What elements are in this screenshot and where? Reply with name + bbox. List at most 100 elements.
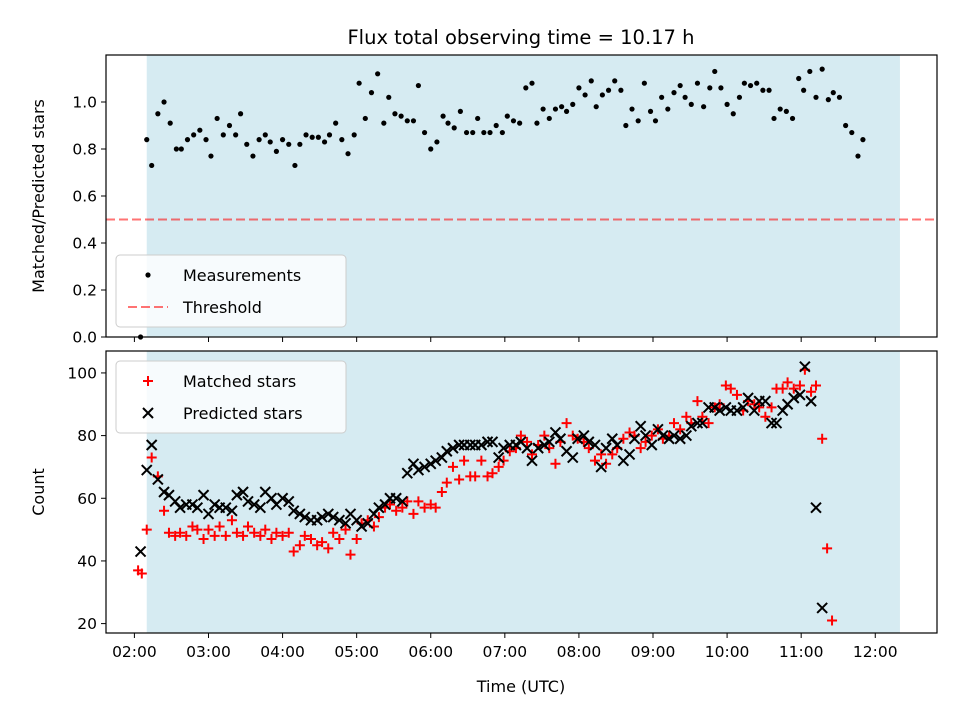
- y-axis-label: Matched/Predicted stars: [29, 99, 48, 293]
- predicted-point: [231, 489, 243, 501]
- predicted-point: [805, 395, 817, 407]
- matched-point: [459, 455, 470, 466]
- measurement-point: [552, 106, 559, 112]
- measurement-point: [144, 137, 150, 143]
- measurement-point: [178, 146, 184, 152]
- matched-point: [561, 418, 572, 429]
- measurement-point: [559, 104, 565, 110]
- predicted-point: [418, 461, 431, 473]
- y-tick-label: 100: [67, 364, 97, 382]
- predicted-point: [595, 461, 607, 473]
- measurement-point: [499, 129, 505, 136]
- predicted-point: [327, 511, 339, 523]
- matched-point: [668, 418, 679, 429]
- measurement-point: [789, 115, 796, 122]
- matched-point: [294, 540, 305, 551]
- matched-point: [271, 527, 282, 538]
- predicted-point: [623, 448, 636, 461]
- measurement-point: [730, 111, 736, 117]
- measurement-point: [830, 90, 836, 96]
- matched-point: [328, 527, 339, 538]
- predicted-point: [390, 492, 402, 504]
- measurement-point: [801, 87, 807, 93]
- measurement-point: [262, 132, 268, 138]
- predicted-point: [742, 392, 754, 404]
- predicted-point: [441, 445, 453, 457]
- predicted-point: [197, 489, 210, 501]
- measurement-point: [381, 120, 387, 126]
- x-tick-label: 12:00: [853, 643, 898, 661]
- measurement-point: [641, 80, 647, 86]
- predicted-point: [373, 501, 385, 514]
- matched-point: [522, 436, 533, 447]
- matched-point: [635, 443, 646, 454]
- matched-point: [806, 386, 817, 397]
- matched-point: [454, 474, 465, 485]
- measurement-point: [244, 141, 250, 147]
- predicted-point: [396, 495, 409, 508]
- legend-dot-marker: [145, 272, 151, 278]
- predicted-point: [412, 464, 425, 476]
- measurement-point: [368, 90, 375, 96]
- measurement-point: [612, 78, 618, 84]
- legend-label: Measurements: [183, 266, 301, 285]
- matched-point: [203, 524, 214, 535]
- predicted-point: [276, 492, 289, 504]
- matched-point: [827, 615, 838, 626]
- measurement-point: [315, 134, 321, 140]
- predicted-point: [521, 442, 533, 454]
- y-tick-label: 0.2: [72, 282, 97, 300]
- measurement-point: [226, 122, 233, 129]
- measurement-point: [214, 115, 220, 122]
- matched-point: [607, 449, 618, 460]
- x-tick-label: 02:00: [112, 643, 157, 661]
- matched-point: [441, 477, 452, 488]
- matched-point: [345, 549, 356, 560]
- matched-point: [766, 402, 777, 413]
- measurement-point: [652, 118, 659, 124]
- measurement-point: [267, 139, 273, 145]
- matched-point: [238, 530, 249, 541]
- predicted-point: [447, 442, 459, 454]
- measurement-point: [517, 120, 523, 126]
- measurement-point: [741, 80, 747, 86]
- predicted-point: [453, 439, 465, 451]
- predicted-point: [696, 417, 709, 429]
- measurement-point: [576, 85, 582, 91]
- predicted-point: [691, 417, 704, 429]
- predicted-point: [770, 417, 783, 429]
- measurement-point: [563, 108, 570, 114]
- measurement-point: [481, 129, 487, 136]
- matched-point: [788, 383, 799, 394]
- measurement-point: [504, 113, 510, 119]
- predicted-point: [174, 501, 186, 514]
- measurement-point: [428, 146, 434, 152]
- matched-point: [526, 449, 537, 460]
- matched-point: [384, 499, 395, 510]
- measurement-point: [855, 153, 861, 159]
- matched-point: [430, 502, 441, 513]
- measurement-point: [351, 132, 357, 138]
- predicted-point: [532, 442, 544, 454]
- predicted-point: [145, 439, 158, 451]
- measurement-point: [362, 115, 368, 122]
- y-tick-label: 80: [77, 427, 97, 445]
- matched-point: [198, 534, 209, 544]
- measurement-point: [333, 120, 339, 126]
- x-tick-label: 11:00: [779, 643, 824, 661]
- matched-point: [402, 496, 413, 507]
- measurement-point: [754, 80, 760, 86]
- predicted-point: [248, 498, 260, 511]
- measurement-point: [712, 68, 718, 75]
- measurement-point: [783, 108, 789, 114]
- predicted-point: [759, 395, 772, 407]
- matched-point: [419, 502, 430, 513]
- matched-point: [498, 455, 509, 466]
- x-tick-label: 06:00: [408, 643, 453, 661]
- legend-label: Matched stars: [183, 372, 296, 391]
- measurement-point: [588, 78, 594, 84]
- measurement-point: [593, 104, 599, 110]
- measurement-point: [760, 87, 766, 93]
- measurement-point: [771, 115, 777, 122]
- measurement-point: [694, 80, 701, 86]
